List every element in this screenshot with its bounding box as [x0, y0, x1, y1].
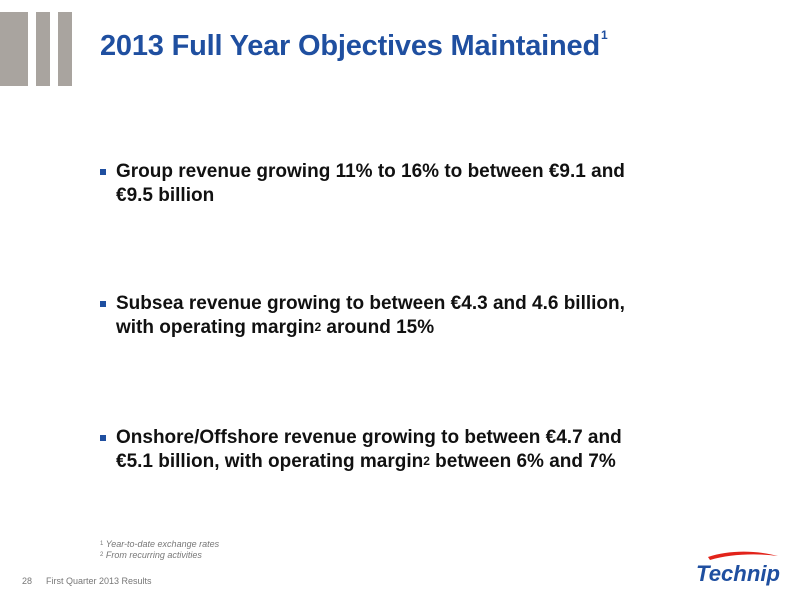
bullet-line-text: between 6% and 7% [429, 451, 616, 472]
footnote-number: 1 [100, 541, 104, 547]
bullet-square-icon [100, 169, 106, 175]
objective-group-revenue: Group revenue growing 11% to 16% to betw… [100, 160, 690, 208]
footnotes: 1 Year-to-date exchange rates 2 From rec… [100, 539, 219, 561]
footnote-text: From recurring activities [105, 550, 202, 560]
footnote-ref: 2 [314, 320, 322, 334]
objective-subsea-revenue: Subsea revenue growing to between €4.3 a… [100, 292, 690, 340]
bullet-line-text: around 15% [321, 317, 435, 338]
bullet-line: with operating margin2 around 15% [116, 316, 690, 340]
bullet-text: Subsea revenue growing to between €4.3 a… [116, 292, 690, 340]
objective-onshore-offshore-revenue: Onshore/Offshore revenue growing to betw… [100, 426, 690, 474]
bullet-line: €9.5 billion [116, 184, 690, 208]
footnote: 2 From recurring activities [100, 550, 219, 561]
bullet-line: Group revenue growing 11% to 16% to betw… [116, 160, 690, 184]
page-title: 2013 Full Year Objectives Maintained1 [100, 28, 608, 63]
bullet-line-text: €5.1 billion, with operating margin [116, 451, 424, 472]
bullet-line-text: Group revenue growing 11% to 16% to betw… [116, 161, 625, 182]
slide-footer: 28 First Quarter 2013 Results [22, 576, 152, 586]
logo-swoosh-icon [708, 551, 778, 560]
bullet-line-text: €9.5 billion [116, 185, 215, 206]
page-title-text: 2013 Full Year Objectives Maintained [100, 30, 600, 62]
bullet-line-text: Onshore/Offshore revenue growing to betw… [116, 427, 622, 448]
title-footnote-ref: 1 [601, 28, 608, 42]
logo-text: Technip [696, 561, 780, 586]
bullet-line: €5.1 billion, with operating margin2 bet… [116, 450, 690, 474]
bullet-text: Group revenue growing 11% to 16% to betw… [116, 160, 690, 208]
footer-text: First Quarter 2013 Results [46, 576, 152, 586]
bullet-line-text: with operating margin [116, 317, 315, 338]
decorative-bars [0, 12, 72, 86]
bullet-text: Onshore/Offshore revenue growing to betw… [116, 426, 690, 474]
bullet-line: Onshore/Offshore revenue growing to betw… [116, 426, 690, 450]
footnote: 1 Year-to-date exchange rates [100, 539, 219, 550]
bullet-square-icon [100, 301, 106, 307]
decorative-bar [58, 12, 72, 86]
decorative-bar [0, 12, 28, 86]
footnote-number: 2 [100, 552, 104, 558]
footnote-ref: 2 [423, 454, 430, 468]
page-number: 28 [22, 576, 33, 586]
decorative-bar [36, 12, 50, 86]
technip-logo: Technip [696, 551, 780, 586]
bullet-line-text: Subsea revenue growing to between €4.3 a… [116, 293, 625, 314]
footnote-text: Year-to-date exchange rates [105, 539, 220, 549]
bullet-line: Subsea revenue growing to between €4.3 a… [116, 292, 690, 316]
bullet-square-icon [100, 435, 106, 441]
